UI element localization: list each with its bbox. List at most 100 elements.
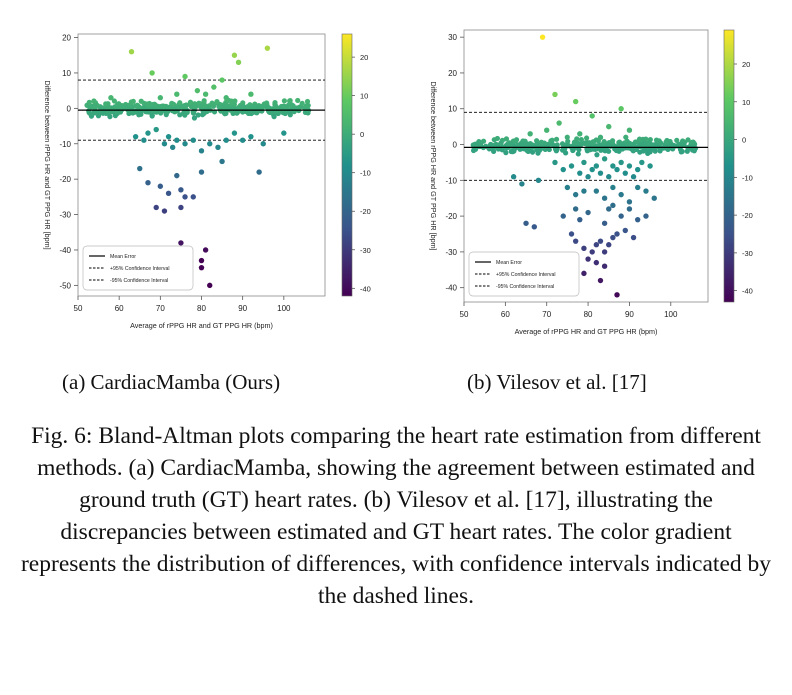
legend-label: -95% Confidence Interval <box>110 278 168 284</box>
x-axis-label: Average of rPPG HR and GT PPG HR (bpm) <box>515 327 658 336</box>
data-point <box>585 256 591 262</box>
cluster-point <box>136 112 142 118</box>
data-point <box>132 133 139 140</box>
cluster-point <box>223 110 229 116</box>
y-tick-label: 0 <box>453 141 458 150</box>
cluster-point <box>91 103 98 109</box>
data-point <box>614 231 620 237</box>
data-point <box>527 131 533 137</box>
data-point <box>235 59 242 66</box>
legend-label: Mean Error <box>496 260 522 266</box>
data-point <box>264 45 271 51</box>
cluster-point <box>287 112 293 118</box>
cluster-point <box>114 103 120 110</box>
x-tick-label: 90 <box>238 304 247 313</box>
data-point <box>634 166 641 173</box>
data-point <box>178 187 184 193</box>
cluster-point <box>166 105 172 111</box>
y-tick-label: -20 <box>59 175 71 184</box>
data-point <box>564 184 571 191</box>
data-point <box>178 204 184 211</box>
data-point <box>552 91 558 98</box>
data-point <box>639 159 645 166</box>
x-tick-label: 100 <box>664 310 678 319</box>
legend-box <box>468 251 580 297</box>
y-axis-label: Difference between rPPG HR and GT PPG HR… <box>43 80 52 249</box>
cluster-point <box>624 142 631 148</box>
data-point <box>231 130 238 136</box>
data-point <box>231 52 238 58</box>
data-point <box>202 91 209 97</box>
data-point <box>606 123 612 130</box>
cluster-point <box>669 143 675 150</box>
data-point <box>165 190 172 197</box>
y-axis-label: Difference between rPPG HR and GT PPG HR… <box>429 81 438 250</box>
data-point <box>610 234 616 241</box>
cluster-point <box>570 147 576 153</box>
data-point <box>223 137 229 143</box>
data-point <box>601 263 608 269</box>
cluster-point <box>287 98 293 104</box>
data-point <box>198 148 205 154</box>
legend-label: +95% Confidence Interval <box>496 272 556 278</box>
plot-frame <box>463 29 709 303</box>
cluster-point <box>494 135 501 142</box>
data-point <box>593 259 600 266</box>
cluster-point <box>534 141 540 147</box>
data-point <box>137 165 143 172</box>
cluster-point <box>685 145 691 151</box>
cluster-point <box>590 139 596 145</box>
data-point <box>651 195 657 201</box>
cluster-point <box>513 137 520 143</box>
colorbar-tick-label: -20 <box>360 207 371 216</box>
cluster-point <box>652 148 658 154</box>
cluster-point <box>563 142 569 148</box>
cluster-point <box>114 108 120 114</box>
data-point <box>581 245 587 252</box>
colorbar-tick-label: 10 <box>360 92 368 101</box>
data-point <box>601 156 608 162</box>
data-point <box>606 206 612 212</box>
data-point <box>153 204 159 211</box>
cluster-point <box>281 98 287 104</box>
legend-label: +95% Confidence Interval <box>110 266 170 272</box>
data-point <box>539 34 546 40</box>
legend-label: Mean Error <box>110 254 136 260</box>
y-tick-label: 20 <box>62 34 71 43</box>
x-tick-label: 60 <box>115 304 124 313</box>
data-point <box>581 270 587 277</box>
data-point <box>572 206 579 212</box>
data-point <box>572 98 579 105</box>
data-point <box>207 141 213 147</box>
cluster-point <box>128 99 134 105</box>
data-point <box>601 195 608 201</box>
x-tick-label: 50 <box>460 310 469 319</box>
data-point <box>597 238 604 244</box>
colorbar <box>723 29 735 303</box>
data-point <box>198 264 205 271</box>
cluster-point <box>663 139 669 145</box>
cluster-point <box>529 149 536 155</box>
data-point <box>157 183 164 189</box>
data-point <box>593 188 600 194</box>
cluster-point <box>117 104 124 110</box>
data-point <box>128 49 135 55</box>
cluster-point <box>241 108 247 114</box>
data-point <box>211 84 217 90</box>
cluster-point <box>470 147 477 154</box>
colorbar-tick-label: -10 <box>742 173 753 182</box>
data-point <box>108 95 114 101</box>
data-point <box>523 220 529 226</box>
cluster-point <box>266 105 272 111</box>
colorbar-tick-label: 20 <box>360 53 368 62</box>
cluster-point <box>685 137 691 143</box>
data-point <box>145 180 151 186</box>
data-point <box>568 163 575 169</box>
data-point <box>215 144 221 150</box>
data-point <box>630 234 637 241</box>
cluster-point <box>195 112 201 118</box>
data-point <box>589 249 595 255</box>
y-tick-label: 0 <box>67 104 72 113</box>
data-point <box>161 141 168 147</box>
data-point <box>153 126 159 133</box>
